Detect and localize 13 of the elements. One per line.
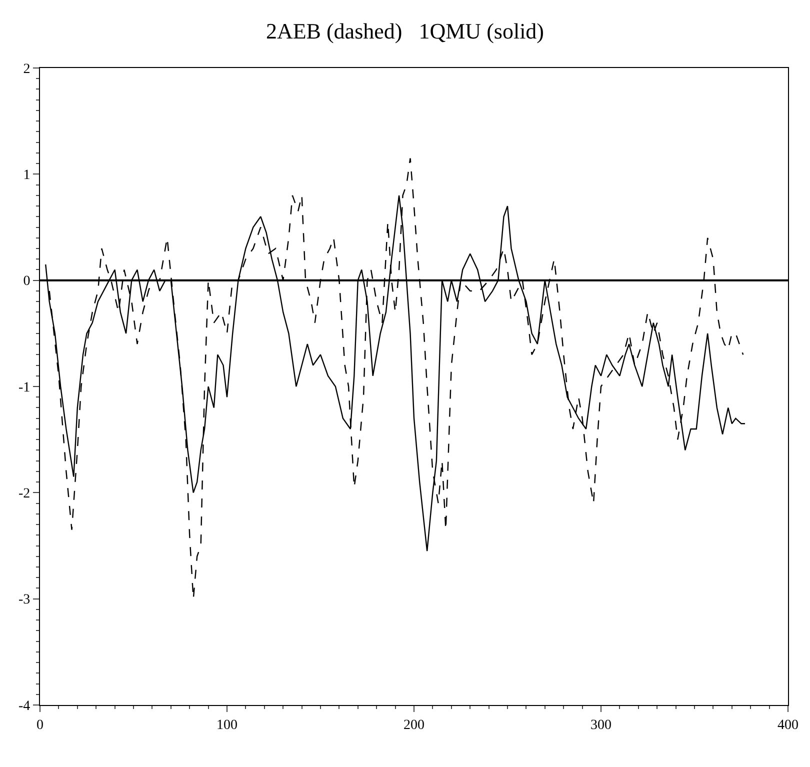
y-tick-label: -1 (18, 380, 30, 396)
x-tick-label: 100 (216, 718, 238, 733)
y-tick-label: -4 (18, 698, 30, 714)
x-tick-label: 0 (36, 718, 44, 733)
x-tick-label: 400 (778, 718, 798, 733)
y-tick-label: 1 (23, 168, 30, 184)
y-tick-label: 2 (23, 62, 30, 77)
y-tick-label: -3 (18, 592, 30, 608)
chart-title: 2AEB (dashed) 1QMU (solid) (266, 18, 544, 44)
x-tick-label: 300 (590, 718, 612, 733)
x-tick-label: 200 (404, 718, 424, 733)
y-tick-label: 0 (23, 274, 30, 290)
y-tick-label: -2 (18, 486, 30, 502)
